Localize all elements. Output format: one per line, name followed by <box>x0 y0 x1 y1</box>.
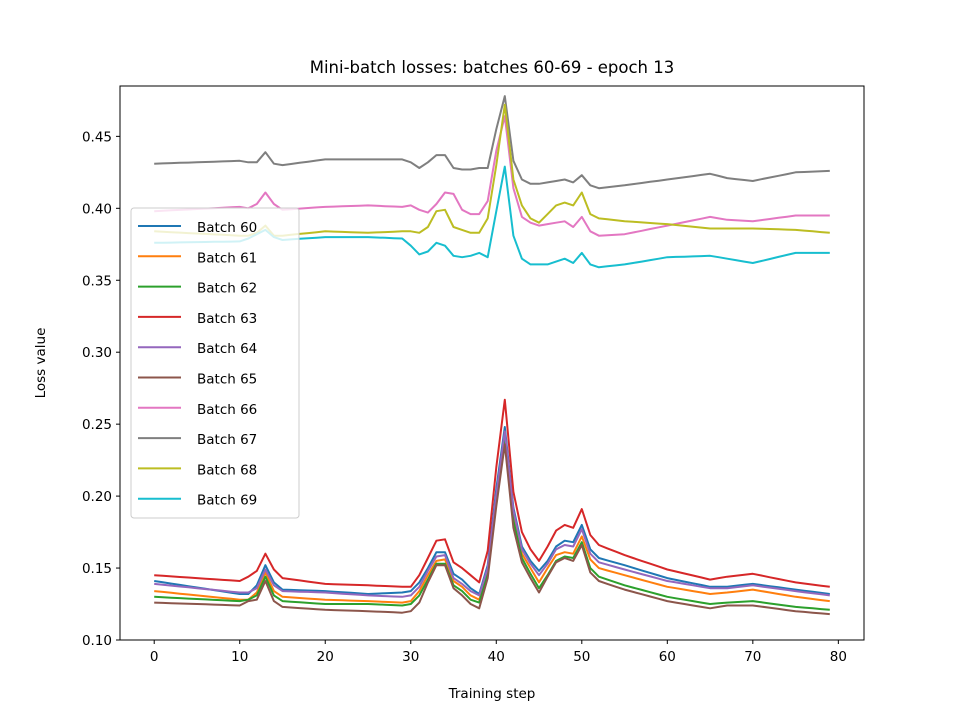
series-line-66 <box>154 115 830 237</box>
x-axis: 0 10 20 30 40 50 60 70 80 <box>150 640 847 665</box>
x-tick-label: 0 <box>150 649 159 665</box>
series-line-67 <box>154 95 830 190</box>
y-tick-label: 0.30 <box>82 345 112 361</box>
x-tick-label: 50 <box>573 649 590 665</box>
x-tick-label: 70 <box>744 649 761 665</box>
y-axis-label: Loss value <box>33 328 49 399</box>
legend-label: Batch 61 <box>197 250 257 266</box>
x-axis-label: Training step <box>448 686 536 702</box>
legend-label: Batch 62 <box>197 281 257 297</box>
legend-label: Batch 66 <box>197 402 257 418</box>
series-line-65 <box>154 443 830 616</box>
legend-label: Batch 69 <box>197 493 257 509</box>
y-tick-label: 0.10 <box>82 633 112 649</box>
legend-label: Batch 64 <box>197 341 257 357</box>
legend: Batch 60 Batch 61 Batch 62 Batch 63 Batch 64… <box>130 207 300 519</box>
chart-title: Mini-batch losses: batches 60-69 - epoch… <box>310 58 675 77</box>
x-tick-label: 60 <box>659 649 676 665</box>
y-tick-label: 0.40 <box>82 201 112 217</box>
axes-frame <box>119 85 865 641</box>
legend-label: Batch 67 <box>197 432 257 448</box>
x-tick-label: 40 <box>488 649 505 665</box>
x-tick-label: 80 <box>830 649 847 665</box>
legend-box <box>130 207 300 519</box>
x-tick-label: 30 <box>402 649 419 665</box>
x-tick-label: 10 <box>231 649 248 665</box>
y-tick-label: 0.25 <box>82 417 112 433</box>
y-tick-label: 0.35 <box>82 273 112 289</box>
legend-label: Batch 60 <box>197 220 257 236</box>
y-axis: 0.10 0.15 0.20 0.25 0.30 0.35 0.40 0.45 <box>82 129 120 649</box>
legend-label: Batch 65 <box>197 372 257 388</box>
series-line-63 <box>154 398 830 588</box>
y-tick-label: 0.20 <box>82 489 112 505</box>
y-tick-label: 0.15 <box>82 561 112 577</box>
series-line-64 <box>154 430 830 598</box>
legend-label: Batch 68 <box>197 462 257 478</box>
y-tick-label: 0.45 <box>82 129 112 145</box>
x-tick-label: 20 <box>317 649 334 665</box>
legend-label: Batch 63 <box>197 311 257 327</box>
